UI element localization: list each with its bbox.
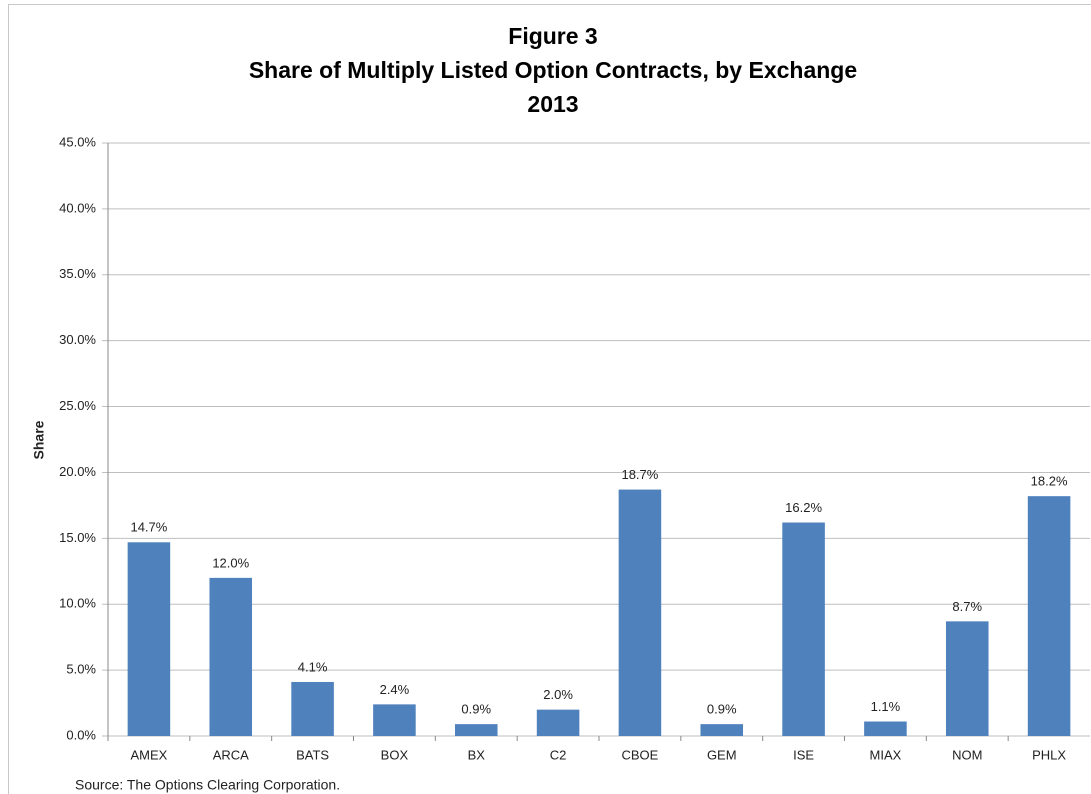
bar (127, 542, 171, 736)
data-label: 18.7% (621, 467, 658, 482)
x-tick-label: BATS (296, 747, 329, 762)
data-label: 2.0% (543, 687, 573, 702)
x-tick-label: CBOE (621, 747, 658, 762)
bar (536, 709, 580, 736)
x-tick-label: BX (468, 747, 486, 762)
y-tick-label: 25.0% (59, 398, 96, 413)
bar (454, 724, 498, 736)
chart-title: 2013 (527, 91, 578, 117)
x-tick-label: MIAX (870, 747, 902, 762)
y-tick-label: 35.0% (59, 266, 96, 281)
y-tick-label: 15.0% (59, 530, 96, 545)
x-tick-label: C2 (550, 747, 567, 762)
x-tick-label: BOX (381, 747, 409, 762)
y-tick-label: 40.0% (59, 200, 96, 215)
bar (945, 621, 989, 736)
chart-title: Share of Multiply Listed Option Contract… (249, 57, 857, 83)
x-tick-label: GEM (707, 747, 737, 762)
data-label: 0.9% (461, 702, 491, 717)
data-label: 12.0% (212, 555, 249, 570)
bar (618, 489, 662, 736)
data-label: 2.4% (380, 682, 410, 697)
data-label: 4.1% (298, 659, 328, 674)
data-label: 14.7% (130, 520, 167, 535)
x-tick-label: PHLX (1032, 747, 1066, 762)
data-label: 8.7% (952, 599, 982, 614)
x-tick-label: ISE (793, 747, 814, 762)
bar (373, 704, 416, 736)
bar (700, 724, 744, 736)
chart-title: Figure 3 (508, 23, 597, 49)
bar (1027, 496, 1071, 736)
y-tick-label: 5.0% (66, 662, 96, 677)
x-tick-label: ARCA (213, 747, 249, 762)
data-label: 18.2% (1031, 474, 1068, 489)
bar (291, 681, 334, 736)
data-label: 0.9% (707, 702, 737, 717)
source-note: Source: The Options Clearing Corporation… (75, 777, 340, 793)
y-tick-label: 20.0% (59, 464, 96, 479)
bar (782, 522, 825, 736)
y-tick-label: 0.0% (66, 727, 96, 742)
data-label: 16.2% (785, 500, 822, 515)
y-axis-label: Share (31, 420, 47, 459)
data-label: 1.1% (871, 699, 901, 714)
y-tick-label: 10.0% (59, 596, 96, 611)
y-tick-label: 45.0% (59, 134, 96, 149)
x-tick-label: AMEX (130, 747, 167, 762)
bar (209, 577, 253, 736)
x-tick-label: NOM (952, 747, 982, 762)
bar (864, 721, 907, 736)
chart-frame (8, 4, 1091, 794)
y-tick-label: 30.0% (59, 332, 96, 347)
